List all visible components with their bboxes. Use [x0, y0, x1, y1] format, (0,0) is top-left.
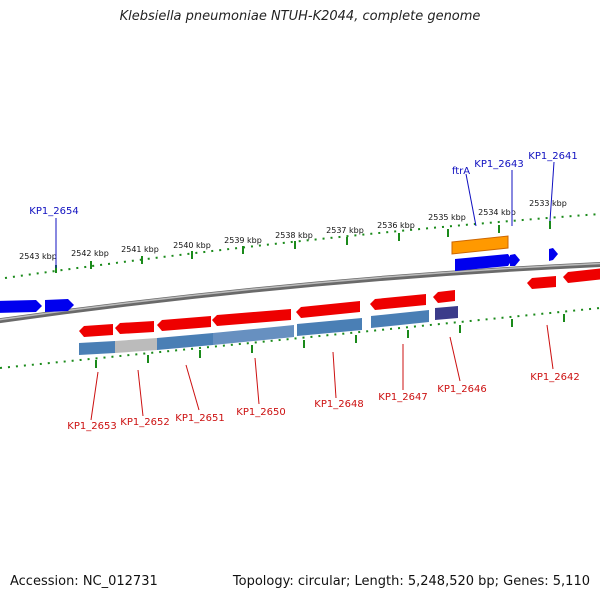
gene-rna[interactable]: [451, 235, 509, 255]
ruler-tick-label: 2536 kbp: [377, 221, 415, 230]
ruler-tick-label: 2534 kbp: [478, 208, 516, 217]
lower-ruler: [0, 307, 600, 369]
ruler-tick-label: 2542 kbp: [71, 249, 109, 258]
gene-reverse[interactable]: [157, 316, 211, 331]
gene-label-forward: KP1_2654: [29, 206, 78, 217]
gene-label-reverse: KP1_2648: [314, 399, 363, 410]
cds-bar-dark[interactable]: [435, 306, 458, 320]
accession-text: Accession: NC_012731: [10, 574, 158, 589]
gene-reverse[interactable]: [79, 324, 113, 337]
gene-label-forward: KP1_2641: [528, 151, 577, 162]
cds-bar[interactable]: [297, 318, 362, 336]
map-title: Klebsiella pneumoniae NTUH-K2044, comple…: [119, 9, 481, 24]
gene-label-forward: ftrA: [452, 166, 470, 177]
gene-label-reverse: KP1_2651: [175, 413, 224, 424]
gene-reverse[interactable]: [433, 290, 455, 303]
gene-forward[interactable]: [549, 248, 558, 261]
upper-ruler-labels: 2543 kbp 2542 kbp 2541 kbp 2540 kbp 2539 kbp…: [19, 199, 567, 261]
gene-label-reverse: KP1_2653: [67, 421, 116, 432]
gene-reverse[interactable]: [527, 276, 556, 289]
ruler-tick-label: 2535 kbp: [428, 213, 466, 222]
gene-reverse[interactable]: [563, 268, 600, 283]
gene-reverse[interactable]: [115, 321, 154, 334]
gene-forward[interactable]: [45, 299, 74, 312]
ruler-tick-label: 2539 kbp: [224, 236, 262, 245]
cds-bar[interactable]: [157, 333, 213, 350]
gene-reverse[interactable]: [296, 301, 360, 318]
cds-bar[interactable]: [79, 341, 115, 355]
gene-label-reverse: KP1_2650: [236, 407, 285, 418]
gene-forward[interactable]: [510, 254, 520, 266]
gene-forward[interactable]: [455, 254, 512, 271]
ruler-tick-label: 2533 kbp: [529, 199, 567, 208]
genome-backbone: [0, 261, 600, 324]
ruler-tick-label: 2540 kbp: [173, 241, 211, 250]
gene-reverse[interactable]: [212, 309, 291, 326]
cds-bar-pseudo[interactable]: [115, 338, 157, 353]
genome-backbone-highlight: [0, 262, 600, 321]
forward-gene-labels: KP1_2654 ftrA KP1_2643 KP1_2641: [29, 151, 577, 217]
gene-forward[interactable]: [0, 300, 42, 313]
gene-label-reverse: KP1_2647: [378, 392, 427, 403]
gene-label-forward: KP1_2643: [474, 159, 523, 170]
ruler-tick-label: 2538 kbp: [275, 231, 313, 240]
ruler-tick-label: 2543 kbp: [19, 252, 57, 261]
gene-reverse[interactable]: [370, 294, 426, 310]
reverse-gene-labels: KP1_2653 KP1_2652 KP1_2651 KP1_2650 KP1_2648…: [67, 372, 579, 432]
genome-summary-text: Topology: circular; Length: 5,248,520 bp…: [232, 574, 590, 589]
ruler-tick-label: 2537 kbp: [326, 226, 364, 235]
gene-label-reverse: KP1_2646: [437, 384, 486, 395]
ruler-tick-label: 2541 kbp: [121, 245, 159, 254]
cds-bar[interactable]: [371, 310, 429, 328]
cds-bar[interactable]: [213, 325, 294, 345]
label-leaders: [55, 161, 555, 421]
lower-ruler-major-ticks: [95, 314, 565, 368]
gene-label-reverse: KP1_2652: [120, 417, 169, 428]
upper-ruler-major-ticks: [55, 221, 551, 273]
gene-label-reverse: KP1_2642: [530, 372, 579, 383]
